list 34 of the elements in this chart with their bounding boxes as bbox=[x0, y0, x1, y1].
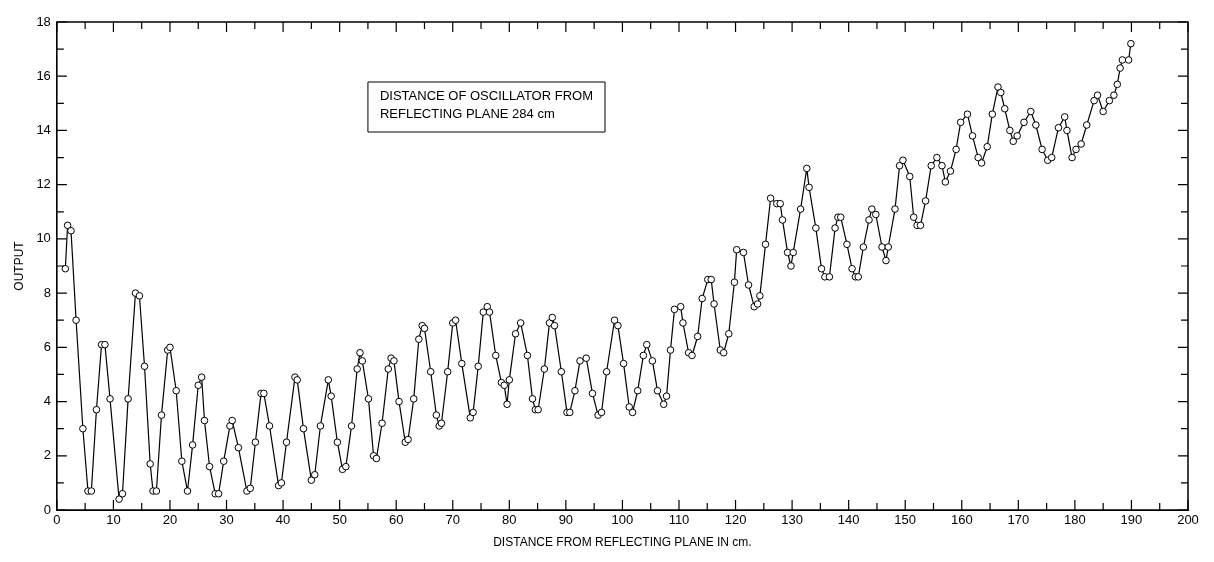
x-tick-label: 0 bbox=[53, 512, 61, 528]
y-tick-label: 0 bbox=[43, 501, 51, 517]
x-tick-label: 10 bbox=[106, 512, 121, 528]
x-tick-label: 160 bbox=[950, 512, 973, 528]
x-tick-label: 180 bbox=[1064, 512, 1086, 528]
x-tick-label: 60 bbox=[388, 512, 404, 528]
y-tick-label: 8 bbox=[43, 284, 51, 300]
x-tick-label: 190 bbox=[1120, 512, 1143, 528]
y-tick-label: 2 bbox=[43, 447, 51, 463]
x-tick-label: 130 bbox=[781, 512, 803, 528]
y-tick-label: 18 bbox=[36, 13, 51, 29]
x-tick-label: 200 bbox=[1177, 512, 1199, 528]
x-tick-label: 140 bbox=[837, 512, 860, 528]
annotation: DISTANCE OF OSCILLATOR FROM REFLECTING PLANE 284 cm bbox=[379, 88, 593, 122]
x-tick-label: 80 bbox=[502, 512, 517, 528]
y-tick-label: 12 bbox=[36, 176, 51, 192]
x-tick-label: 110 bbox=[668, 512, 690, 528]
x-axis-title: DISTANCE FROM REFLECTING PLANE IN cm. bbox=[493, 535, 752, 550]
x-tick-label: 120 bbox=[724, 512, 747, 528]
x-tick-label: 30 bbox=[219, 512, 234, 528]
x-tick-label: 50 bbox=[332, 512, 347, 528]
x-tick-label: 170 bbox=[1007, 512, 1030, 528]
y-tick-label: 16 bbox=[36, 67, 51, 83]
x-tick-label: 100 bbox=[611, 512, 634, 528]
x-tick-label: 40 bbox=[275, 512, 291, 528]
y-tick-label: 10 bbox=[36, 230, 51, 246]
y-axis-title: OUTPUT bbox=[11, 240, 26, 291]
x-tick-label: 20 bbox=[162, 512, 178, 528]
y-tick-label: 14 bbox=[36, 122, 51, 138]
y-tick-label: 6 bbox=[43, 338, 51, 354]
x-tick-label: 90 bbox=[558, 512, 574, 528]
y-tick-label: 4 bbox=[43, 393, 51, 409]
x-tick-label: 150 bbox=[894, 512, 917, 528]
x-tick-label: 70 bbox=[445, 512, 460, 528]
